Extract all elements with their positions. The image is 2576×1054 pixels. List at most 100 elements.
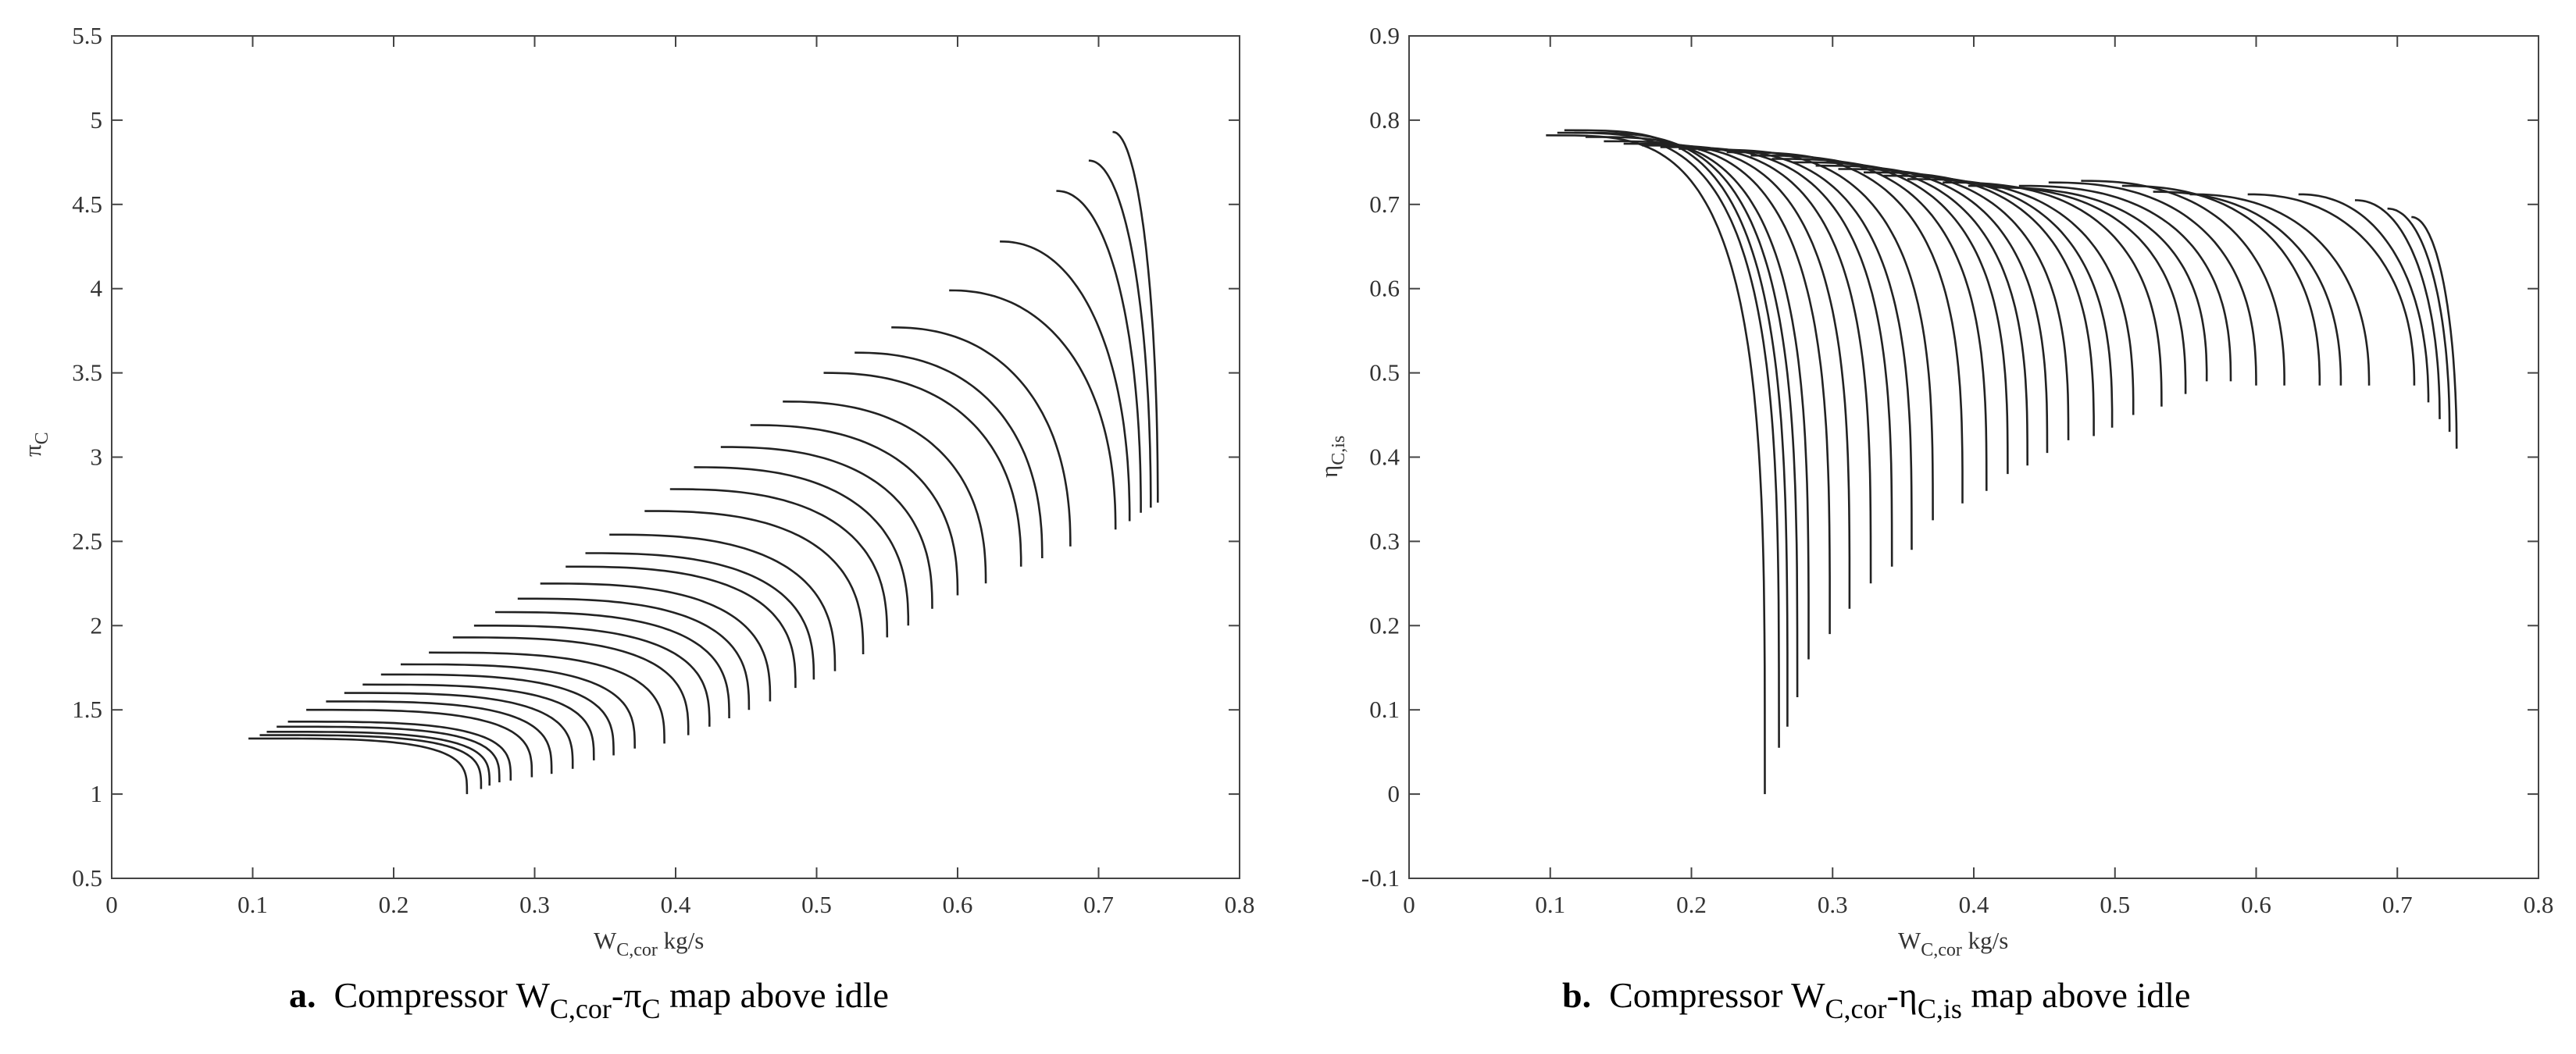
speed-lines [248, 130, 1159, 795]
speed-line [1564, 129, 1789, 727]
caption: b. Compressor WC,cor-ηC,is map above idl… [1562, 975, 2190, 1024]
y-tick-label: 0.5 [72, 864, 102, 892]
x-tick-label: 0.2 [379, 891, 409, 918]
y-tick-label: 3.5 [72, 359, 102, 386]
speed-line [2387, 207, 2451, 433]
speed-line [1907, 178, 2135, 415]
speed-line [494, 611, 730, 719]
speed-line [287, 720, 512, 781]
efficiency-map-panel: 0 0.1 0.2 0.3 0.4 0.5 0.6 0.7 0.8-0.100.10.20.30… [1315, 22, 2553, 1024]
speed-line [949, 289, 1117, 530]
speed-line [1557, 131, 1780, 748]
x-axis-label: WC,cor kg/s [594, 927, 704, 960]
y-tick-label: 1 [91, 780, 103, 807]
speed-line [400, 663, 636, 749]
x-tick-label: 0.5 [801, 891, 832, 918]
x-tick-label: 0.1 [237, 891, 268, 918]
speed-line [306, 708, 533, 778]
speed-line [566, 565, 797, 689]
speed-line [517, 597, 751, 710]
x-tick-label: 0.4 [1959, 891, 1989, 918]
speed-line [266, 730, 491, 786]
speed-line [2189, 193, 2371, 386]
speed-line [540, 582, 772, 702]
y-tick-label: 0.2 [1369, 611, 1400, 639]
speed-line [855, 351, 1044, 559]
speed-line [720, 446, 933, 609]
speed-line [2018, 184, 2232, 382]
speed-line [326, 700, 553, 774]
speed-line [2354, 199, 2441, 419]
y-tick-label: 0.9 [1369, 22, 1400, 49]
speed-line [248, 737, 469, 795]
y-tick-label: 0.7 [1369, 191, 1400, 218]
speed-line [1585, 136, 1810, 660]
speed-line [1943, 181, 2163, 407]
y-tick-label: 0.8 [1369, 106, 1400, 134]
y-axis-label: πC [19, 432, 52, 457]
speed-line [2411, 215, 2458, 449]
speed-line [429, 651, 665, 744]
y-tick-label: 0 [1388, 780, 1400, 807]
speed-line [823, 372, 1022, 567]
speed-line [1056, 190, 1142, 513]
speed-line [1546, 134, 1766, 795]
y-tick-label: 0.5 [1369, 359, 1400, 386]
speed-line [1992, 186, 2208, 382]
speed-line [362, 683, 595, 760]
speed-line [644, 510, 865, 655]
speed-line [2247, 193, 2416, 386]
speed-line [344, 692, 574, 769]
speed-line [1088, 159, 1152, 508]
speed-line [585, 552, 815, 680]
x-tick-label: 0.7 [2382, 891, 2413, 918]
y-tick-label: 0.1 [1369, 696, 1400, 723]
speed-line [277, 725, 501, 783]
speed-line [609, 533, 837, 671]
speed-line [783, 401, 987, 584]
speed-lines [1546, 129, 2458, 795]
pressure-ratio-map-panel: 0 0.1 0.2 0.3 0.4 0.5 0.6 0.7 0.8 0.5 1 1.5 2 2.5 3 3.5… [19, 22, 1254, 1024]
speed-line [1698, 148, 1934, 521]
speed-line [380, 673, 615, 756]
x-tick-label: 0 [105, 891, 118, 918]
y-tick-label: 0.3 [1369, 527, 1400, 554]
speed-line [750, 424, 959, 596]
x-tick-label: 0.3 [519, 891, 550, 918]
y-axis-label: ηC,is [1315, 436, 1349, 478]
caption: a. Compressor WC,cor-πC map above idle [289, 975, 889, 1024]
y-tick-label: -0.1 [1361, 864, 1400, 892]
speed-line [473, 624, 711, 727]
axis-ticks: 0 0.1 0.2 0.3 0.4 0.5 0.6 0.7 0.8 0.5 1 1.5 2 2.5 3 3.5… [72, 22, 1254, 918]
speed-line [1968, 184, 2187, 394]
speed-line [669, 488, 889, 638]
y-tick-label: 3 [91, 443, 103, 471]
y-tick-label: 4.5 [72, 191, 102, 218]
speed-line [1000, 240, 1131, 522]
y-tick-label: 0.4 [1369, 443, 1400, 471]
axis-ticks: 0 0.1 0.2 0.3 0.4 0.5 0.6 0.7 0.8-0.100.10.20.30… [1361, 22, 2553, 918]
y-tick-label: 0.6 [1369, 275, 1400, 302]
x-tick-label: 0.6 [2241, 891, 2271, 918]
y-tick-label: 4 [91, 275, 103, 302]
plot-frame [111, 35, 1240, 879]
x-tick-label: 0.8 [1225, 891, 1255, 918]
y-tick-label: 2.5 [72, 527, 102, 554]
y-tick-label: 2 [91, 611, 103, 639]
speed-line [1679, 148, 1913, 550]
x-tick-label: 0.3 [1818, 891, 1848, 918]
x-tick-label: 0.2 [1676, 891, 1707, 918]
speed-line [1623, 142, 1851, 609]
speed-line [2048, 181, 2257, 386]
x-tick-label: 0 [1403, 891, 1415, 918]
y-tick-label: 1.5 [72, 696, 102, 723]
x-tick-label: 0.6 [943, 891, 973, 918]
speed-line [694, 466, 910, 626]
y-tick-label: 5 [91, 106, 103, 134]
x-tick-label: 0.1 [1535, 891, 1565, 918]
speed-line [259, 734, 483, 789]
speed-line [891, 326, 1072, 547]
x-tick-label: 0.8 [2524, 891, 2554, 918]
speed-line [1642, 144, 1872, 584]
